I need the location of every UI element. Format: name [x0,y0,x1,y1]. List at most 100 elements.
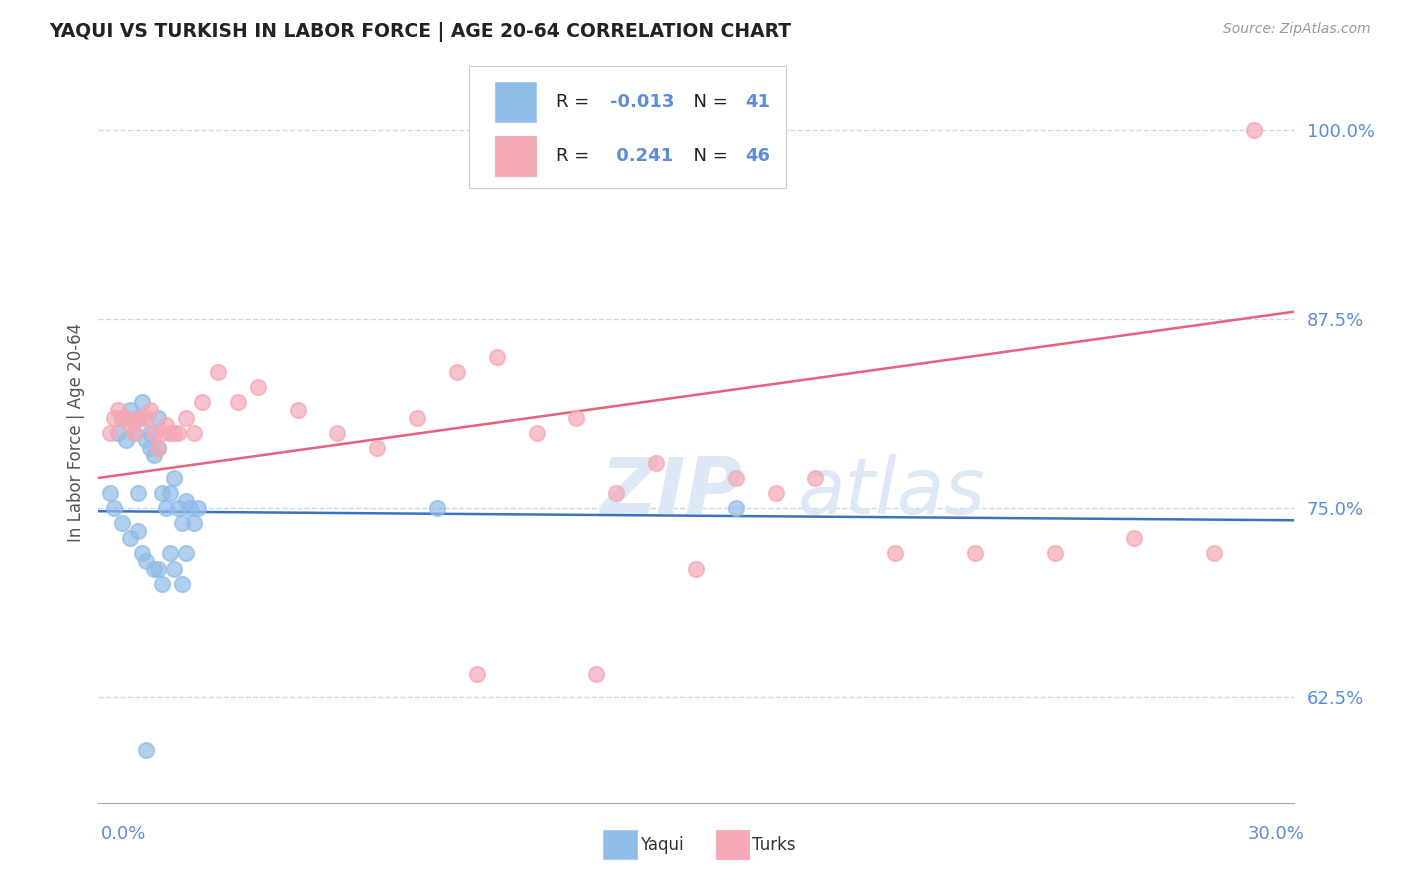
Point [131,410,153,425]
Point [131,547,153,561]
Point [174,493,197,508]
Point [111,516,134,531]
Point [183,516,205,531]
Text: 30.0%: 30.0% [1249,825,1305,843]
Point [163,561,186,575]
Point [366,441,388,455]
Point [183,425,205,440]
Point [103,501,125,516]
Point [884,547,907,561]
Point [163,425,186,440]
Text: ZIP: ZIP [600,454,742,530]
Point [1043,547,1066,561]
Point [526,425,548,440]
Point [143,448,166,462]
Point [107,403,129,417]
Text: R =: R = [557,147,595,165]
Point [565,410,588,425]
Point [98,425,122,440]
Point [150,425,173,440]
Point [135,743,157,757]
Point [135,410,157,425]
Point [127,524,149,538]
Text: YAQUI VS TURKISH IN LABOR FORCE | AGE 20-64 CORRELATION CHART: YAQUI VS TURKISH IN LABOR FORCE | AGE 20… [49,22,792,42]
Text: 0.0%: 0.0% [101,825,146,843]
Point [963,547,986,561]
Point [191,395,214,409]
Point [167,425,190,440]
Point [446,365,468,379]
Y-axis label: In Labor Force | Age 20-64: In Labor Force | Age 20-64 [66,323,84,542]
Point [127,410,149,425]
Point [159,425,181,440]
Point [148,561,170,575]
Text: 41: 41 [745,93,770,111]
Point [124,425,146,440]
Point [163,471,186,485]
Point [111,410,134,425]
Text: atlas: atlas [797,454,986,530]
Point [120,532,142,546]
Point [179,501,201,516]
FancyBboxPatch shape [495,136,536,176]
Point [187,501,209,516]
Point [139,441,162,455]
Point [605,486,627,500]
Text: Turks: Turks [752,836,796,854]
Point [115,433,138,447]
Point [155,501,177,516]
Point [159,486,181,500]
Point [167,501,190,516]
Point [406,410,429,425]
Point [174,547,197,561]
Point [148,441,170,455]
Point [1243,123,1265,137]
Point [115,410,138,425]
Text: N =: N = [682,147,733,165]
Text: -0.013: -0.013 [610,93,675,111]
Point [465,667,488,681]
Point [226,395,249,409]
Point [150,486,173,500]
FancyBboxPatch shape [470,66,786,188]
Text: R =: R = [557,93,595,111]
Point [426,501,449,516]
Point [287,403,309,417]
Point [148,441,170,455]
Point [159,547,181,561]
Point [326,425,349,440]
Point [804,471,827,485]
Point [685,561,707,575]
Point [1123,532,1146,546]
Point [207,365,229,379]
Point [765,486,787,500]
Point [485,350,508,364]
Point [585,667,607,681]
Point [135,554,157,568]
Point [143,561,166,575]
Text: 0.241: 0.241 [610,147,673,165]
Point [135,433,157,447]
Point [155,418,177,433]
Point [724,471,747,485]
Point [1202,547,1225,561]
Point [174,410,197,425]
Point [131,395,153,409]
Point [120,418,142,433]
Point [150,576,173,591]
Point [103,410,125,425]
FancyBboxPatch shape [495,82,536,122]
Text: N =: N = [682,93,733,111]
Point [124,425,146,440]
Point [172,576,194,591]
Point [127,486,149,500]
Point [120,403,142,417]
Point [172,516,194,531]
Point [143,425,166,440]
Point [107,425,129,440]
Text: Yaqui: Yaqui [640,836,683,854]
Point [111,410,134,425]
Point [127,410,149,425]
Point [246,380,269,394]
Point [98,486,122,500]
